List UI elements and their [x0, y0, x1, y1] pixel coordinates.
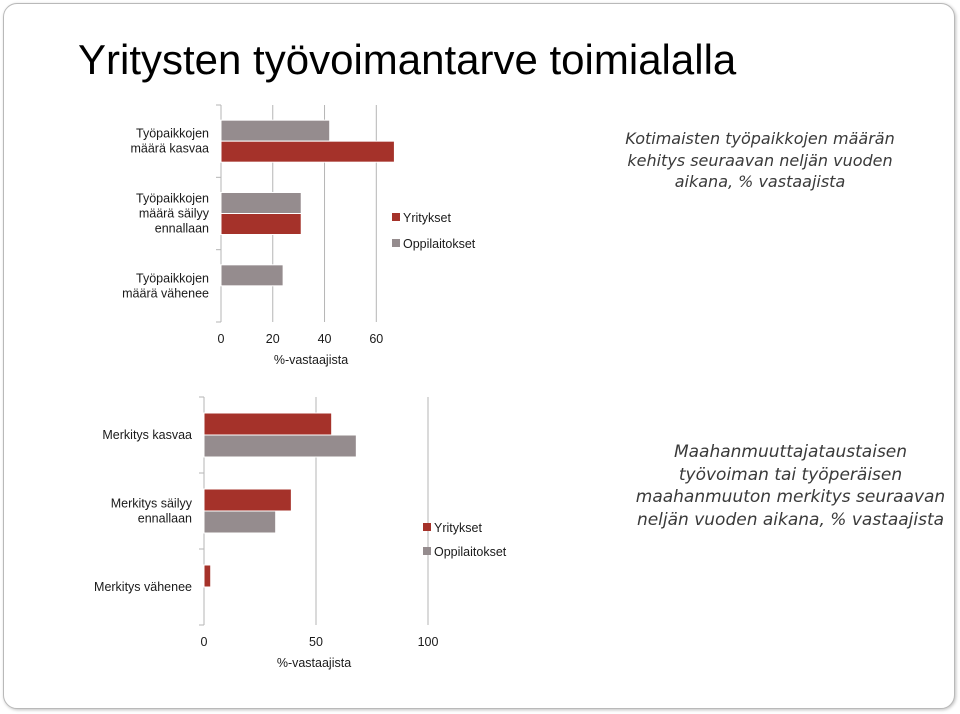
legend-swatch-yritykset — [392, 213, 400, 221]
category-label: ennallaan — [138, 512, 192, 526]
legend-swatch-yritykset — [423, 523, 431, 531]
category-label: ennallaan — [155, 222, 209, 236]
chart-title-immigration: Maahanmuuttajataustaisen työvoiman tai t… — [635, 442, 946, 530]
page-title: Yritysten työvoimantarve toimialalla — [78, 36, 737, 83]
category-label: Työpaikkojen — [136, 127, 209, 141]
chart-title-workplaces: Kotimaisten työpaikkojen määrän kehitys … — [625, 129, 895, 192]
x-tick-label: 40 — [318, 332, 332, 346]
bar-yritykset — [203, 564, 212, 588]
bar-oppilaitokset — [220, 264, 284, 287]
legend-label-yritykset: Yritykset — [403, 211, 451, 225]
x-tick-label: 60 — [369, 332, 383, 346]
x-tick-label: 20 — [266, 332, 280, 346]
legend-swatch-oppilaitokset — [392, 239, 400, 247]
category-label: Merkitys vähenee — [94, 580, 192, 594]
bar-yritykset — [220, 213, 302, 235]
bar-yritykset — [203, 412, 333, 436]
category-label: määrä kasvaa — [130, 142, 209, 156]
x-tick-label: 100 — [418, 635, 439, 649]
bar-yritykset — [220, 140, 395, 163]
x-tick-label: 0 — [218, 332, 225, 346]
bar-oppilaitokset — [203, 510, 277, 534]
legend-label-oppilaitokset: Oppilaitokset — [434, 545, 507, 559]
category-label: Merkitys säilyy — [111, 497, 193, 511]
legend-label-oppilaitokset: Oppilaitokset — [403, 237, 476, 251]
x-axis-label: %-vastaajista — [277, 656, 351, 670]
x-axis-label: %-vastaajista — [274, 353, 348, 367]
x-tick-label: 0 — [201, 635, 208, 649]
category-label: määrä säilyy — [139, 207, 210, 221]
category-label: määrä vähenee — [122, 286, 209, 300]
category-label: Työpaikkojen — [136, 192, 209, 206]
legend-swatch-oppilaitokset — [423, 547, 431, 555]
slide-frame — [3, 3, 955, 709]
bar-oppilaitokset — [203, 434, 357, 458]
category-label: Merkitys kasvaa — [102, 428, 192, 442]
x-tick-label: 50 — [309, 635, 323, 649]
legend-label-yritykset: Yritykset — [434, 521, 482, 535]
category-label: Työpaikkojen — [136, 271, 209, 285]
bar-yritykset — [203, 488, 292, 512]
